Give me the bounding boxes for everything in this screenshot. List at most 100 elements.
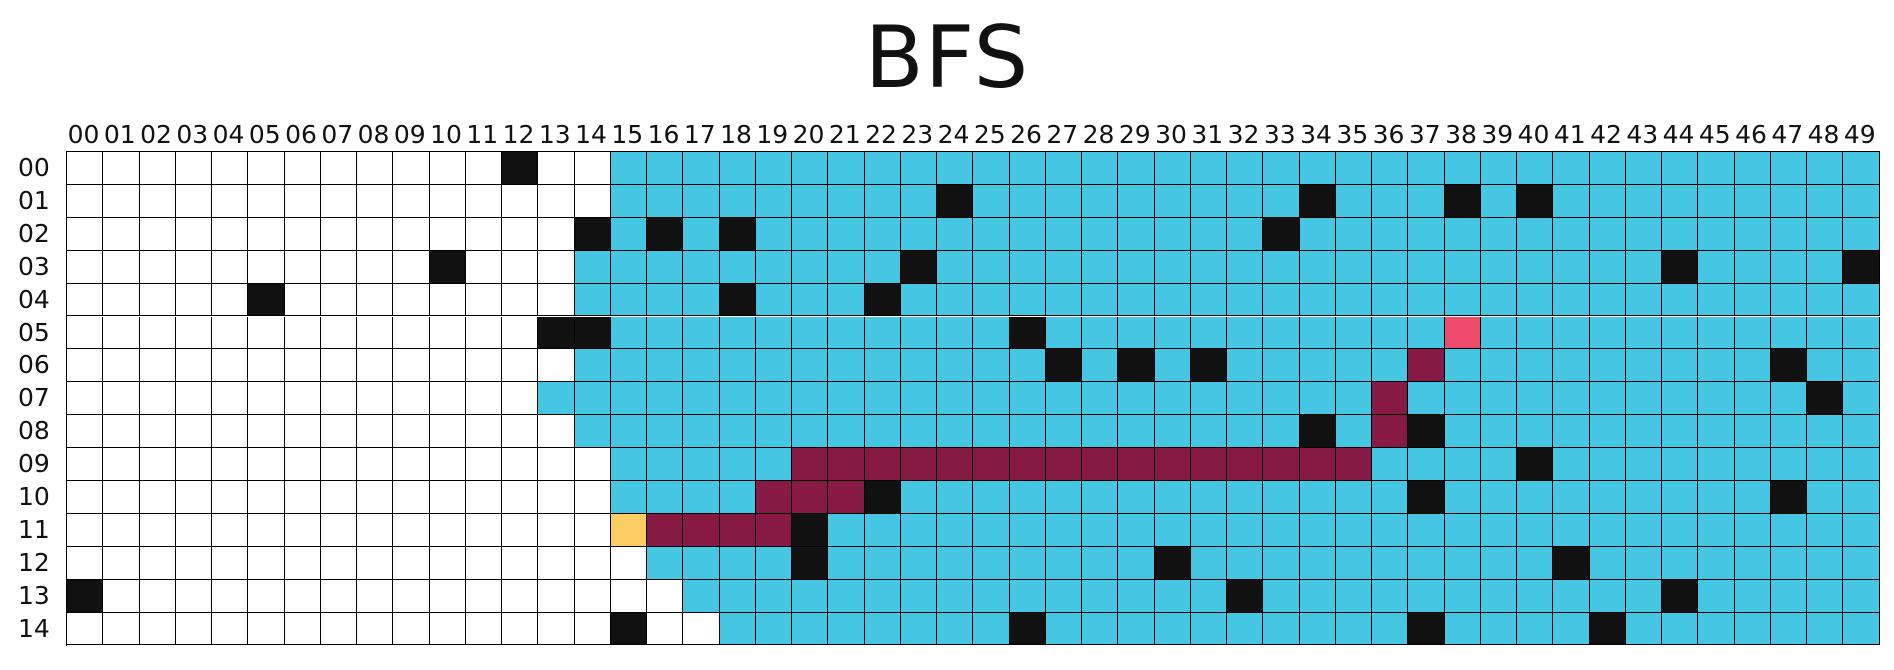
visited-cell[interactable] [937,415,974,449]
visited-cell[interactable] [1843,152,1880,185]
empty-cell[interactable] [175,448,212,481]
visited-cell[interactable] [1408,316,1445,350]
empty-cell[interactable] [103,546,140,580]
visited-cell[interactable] [1227,217,1264,251]
visited-cell[interactable] [1227,415,1264,449]
visited-cell[interactable] [1118,382,1155,416]
empty-cell[interactable] [683,612,720,646]
wall-cell[interactable] [1190,349,1227,383]
visited-cell[interactable] [610,481,647,514]
visited-cell[interactable] [1444,579,1481,613]
visited-cell[interactable] [610,184,647,218]
visited-cell[interactable] [792,579,829,613]
visited-cell[interactable] [1444,349,1481,383]
visited-cell[interactable] [1589,513,1626,547]
visited-cell[interactable] [1263,612,1300,646]
visited-cell[interactable] [828,349,865,383]
visited-cell[interactable] [1843,283,1880,317]
empty-cell[interactable] [248,184,285,218]
visited-cell[interactable] [1082,382,1119,416]
visited-cell[interactable] [1807,250,1844,284]
empty-cell[interactable] [465,283,502,317]
visited-cell[interactable] [1082,217,1119,251]
visited-cell[interactable] [1589,316,1626,350]
visited-cell[interactable] [1444,448,1481,481]
visited-cell[interactable] [1009,184,1046,218]
empty-cell[interactable] [393,316,430,350]
visited-cell[interactable] [1408,382,1445,416]
visited-cell[interactable] [1009,349,1046,383]
visited-cell[interactable] [1480,283,1517,317]
visited-cell[interactable] [1408,513,1445,547]
visited-cell[interactable] [1589,382,1626,416]
visited-cell[interactable] [937,250,974,284]
visited-cell[interactable] [1770,184,1807,218]
visited-cell[interactable] [1299,481,1336,514]
path-cell[interactable] [1009,448,1046,481]
wall-cell[interactable] [248,283,285,317]
empty-cell[interactable] [212,250,249,284]
empty-cell[interactable] [212,283,249,317]
visited-cell[interactable] [647,283,684,317]
empty-cell[interactable] [212,415,249,449]
path-cell[interactable] [647,513,684,547]
visited-cell[interactable] [1118,579,1155,613]
empty-cell[interactable] [175,349,212,383]
visited-cell[interactable] [1480,349,1517,383]
visited-cell[interactable] [1335,612,1372,646]
empty-cell[interactable] [67,612,104,646]
empty-cell[interactable] [67,152,104,185]
visited-cell[interactable] [1589,546,1626,580]
visited-cell[interactable] [1045,481,1082,514]
empty-cell[interactable] [502,217,539,251]
empty-cell[interactable] [175,152,212,185]
visited-cell[interactable] [1408,250,1445,284]
visited-cell[interactable] [1807,546,1844,580]
wall-cell[interactable] [864,283,901,317]
visited-cell[interactable] [1734,184,1771,218]
empty-cell[interactable] [538,184,575,218]
empty-cell[interactable] [175,250,212,284]
visited-cell[interactable] [1372,217,1409,251]
empty-cell[interactable] [429,316,466,350]
empty-cell[interactable] [357,316,394,350]
empty-cell[interactable] [67,184,104,218]
visited-cell[interactable] [1480,382,1517,416]
visited-cell[interactable] [792,612,829,646]
visited-cell[interactable] [1372,546,1409,580]
visited-cell[interactable] [1154,513,1191,547]
empty-cell[interactable] [393,250,430,284]
empty-cell[interactable] [248,415,285,449]
visited-cell[interactable] [1553,316,1590,350]
empty-cell[interactable] [574,579,611,613]
wall-cell[interactable] [538,316,575,350]
visited-cell[interactable] [1625,481,1662,514]
visited-cell[interactable] [1082,546,1119,580]
visited-cell[interactable] [1263,481,1300,514]
visited-cell[interactable] [1263,415,1300,449]
visited-cell[interactable] [1299,349,1336,383]
visited-cell[interactable] [1227,250,1264,284]
visited-cell[interactable] [1082,152,1119,185]
visited-cell[interactable] [1734,250,1771,284]
wall-cell[interactable] [1553,546,1590,580]
empty-cell[interactable] [538,513,575,547]
empty-cell[interactable] [502,481,539,514]
visited-cell[interactable] [900,184,937,218]
visited-cell[interactable] [1843,448,1880,481]
visited-cell[interactable] [1190,481,1227,514]
visited-cell[interactable] [1045,579,1082,613]
empty-cell[interactable] [175,546,212,580]
visited-cell[interactable] [1263,382,1300,416]
empty-cell[interactable] [67,316,104,350]
visited-cell[interactable] [1770,316,1807,350]
empty-cell[interactable] [610,579,647,613]
visited-cell[interactable] [1662,481,1699,514]
visited-cell[interactable] [1263,152,1300,185]
visited-cell[interactable] [1299,250,1336,284]
empty-cell[interactable] [357,250,394,284]
goal-cell[interactable] [1444,316,1481,350]
visited-cell[interactable] [900,316,937,350]
visited-cell[interactable] [719,579,756,613]
visited-cell[interactable] [1190,579,1227,613]
